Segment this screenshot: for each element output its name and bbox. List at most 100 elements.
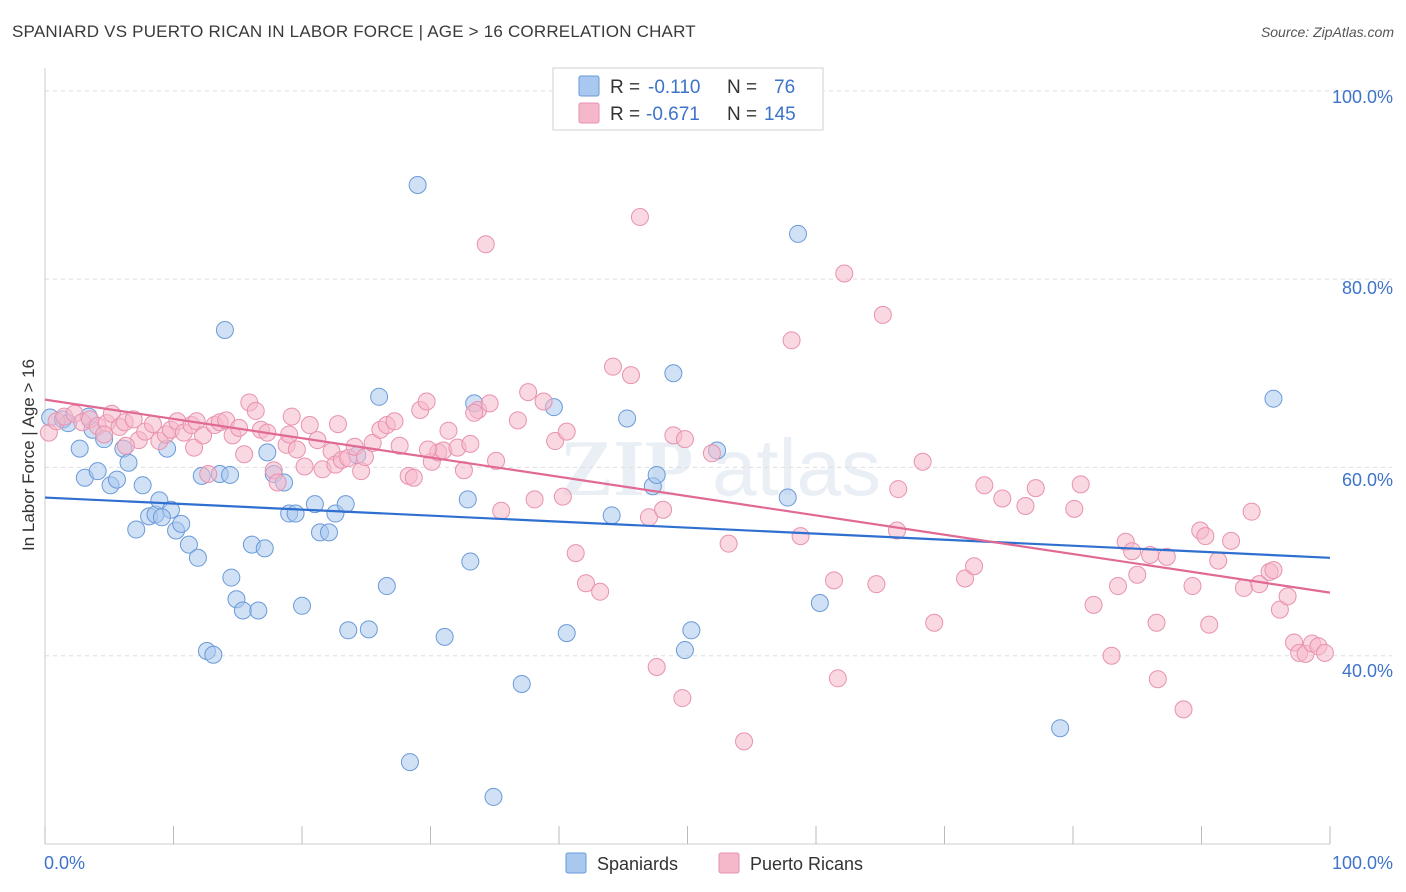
puerto-ricans-trend-line <box>44 398 1331 594</box>
spaniards-point-3 <box>70 439 89 458</box>
y-tick-label-80: 80.0% <box>1342 278 1393 298</box>
puerto-ricans-point-120 <box>1147 613 1166 632</box>
puerto-ricans-point-121 <box>1148 670 1167 689</box>
chart-source: Source: ZipAtlas.com <box>1260 24 1394 40</box>
puerto-ricans-points <box>39 207 1334 751</box>
spaniards-point-37 <box>293 596 311 615</box>
chart-title: SPANIARD VS PUERTO RICAN IN LABOR FORCE … <box>12 22 696 41</box>
spaniards-point-31 <box>249 601 268 620</box>
spaniards-point-63 <box>682 621 701 640</box>
puerto-ricans-point-104 <box>925 613 944 632</box>
puerto-ricans-point-75 <box>534 392 553 411</box>
puerto-ricans-point-142 <box>1315 643 1334 662</box>
puerto-ricans-point-106 <box>965 557 984 576</box>
y-axis-label: In Labor Force | Age > 16 <box>19 359 38 551</box>
puerto-ricans-point-123 <box>1174 700 1193 719</box>
puerto-ricans-point-72 <box>508 411 527 430</box>
spaniards-point-26 <box>215 320 234 339</box>
legend-n-value-spaniards: 76 <box>774 77 795 98</box>
spaniards-point-36 <box>286 504 305 523</box>
puerto-ricans-point-110 <box>1026 479 1045 498</box>
spaniards-point-27 <box>222 568 241 587</box>
puerto-ricans-point-107 <box>975 476 994 495</box>
puerto-ricans-point-89 <box>673 689 692 708</box>
spaniards-point-70 <box>221 465 240 484</box>
spaniards-point-62 <box>675 641 694 660</box>
legend-n-value-puerto-ricans: 145 <box>764 104 796 125</box>
puerto-ricans-point-59 <box>417 392 436 411</box>
puerto-ricans-point-118 <box>1128 565 1147 584</box>
stats-legend: R = -0.110 N = 76 R = -0.671 N = 145 <box>552 67 824 131</box>
legend-r-label-puerto-ricans: R = <box>610 104 640 125</box>
series-legend-swatch-spaniards <box>565 852 587 874</box>
puerto-ricans-point-130 <box>1234 578 1253 597</box>
puerto-ricans-point-90 <box>675 430 694 449</box>
puerto-ricans-point-57 <box>404 468 423 487</box>
puerto-ricans-point-96 <box>824 571 843 590</box>
puerto-ricans-point-105 <box>956 569 975 588</box>
puerto-ricans-point-143 <box>465 403 484 422</box>
puerto-ricans-point-146 <box>116 436 135 455</box>
spaniards-point-21 <box>179 535 198 554</box>
puerto-ricans-point-21 <box>185 438 204 457</box>
puerto-ricans-point-79 <box>566 544 585 563</box>
puerto-ricans-point-36 <box>268 473 287 492</box>
spaniards-point-69 <box>1264 389 1283 408</box>
puerto-ricans-point-39 <box>287 440 306 459</box>
puerto-ricans-point-91 <box>702 444 721 463</box>
spaniards-point-24 <box>204 645 223 664</box>
spaniards-point-68 <box>1051 719 1070 738</box>
puerto-ricans-point-108 <box>993 489 1012 508</box>
puerto-ricans-point-69 <box>480 394 499 413</box>
puerto-ricans-point-129 <box>1222 531 1241 550</box>
spaniards-point-60 <box>647 465 666 484</box>
puerto-ricans-point-24 <box>199 465 218 484</box>
legend-n-label-puerto-ricans: N = <box>727 104 757 125</box>
spaniards-point-48 <box>408 175 427 194</box>
puerto-ricans-point-145 <box>95 425 114 444</box>
puerto-ricans-point-63 <box>439 421 458 440</box>
spaniards-point-13 <box>133 476 152 495</box>
x-tick-label-max: 100.0% <box>1332 853 1393 873</box>
spaniards-point-51 <box>461 552 480 571</box>
puerto-ricans-point-127 <box>1200 615 1219 634</box>
puerto-ricans-point-54 <box>385 412 404 431</box>
spaniards-point-47 <box>400 753 419 772</box>
spaniards-point-49 <box>435 627 454 646</box>
puerto-ricans-point-134 <box>1264 561 1283 580</box>
spaniards-point-71 <box>152 508 171 527</box>
spaniards-point-53 <box>484 787 503 806</box>
puerto-ricans-point-83 <box>621 366 640 385</box>
puerto-ricans-point-82 <box>603 357 622 376</box>
puerto-ricans-point-41 <box>300 416 319 435</box>
puerto-ricans-point-86 <box>647 658 666 677</box>
puerto-ricans-point-103 <box>913 452 932 471</box>
spaniards-point-22 <box>188 548 207 567</box>
puerto-ricans-point-77 <box>553 487 572 506</box>
legend-r-label-spaniards: R = <box>610 77 640 98</box>
puerto-ricans-point-70 <box>487 451 506 470</box>
puerto-ricans-point-111 <box>1065 499 1084 518</box>
puerto-ricans-point-78 <box>557 422 576 441</box>
puerto-ricans-point-124 <box>1183 577 1202 596</box>
spaniards-point-66 <box>789 224 808 243</box>
puerto-ricans-point-80 <box>576 574 595 593</box>
puerto-ricans-point-131 <box>1242 502 1261 521</box>
puerto-ricans-point-74 <box>525 490 544 509</box>
series-legend-label-puerto-ricans: Puerto Ricans <box>750 854 863 874</box>
puerto-ricans-point-38 <box>282 407 301 426</box>
spaniards-point-38 <box>305 495 324 514</box>
puerto-ricans-point-114 <box>1102 646 1121 665</box>
puerto-ricans-point-11 <box>124 410 143 429</box>
puerto-ricans-point-23 <box>194 426 213 445</box>
spaniards-point-32 <box>255 539 274 558</box>
puerto-ricans-point-92 <box>719 534 738 553</box>
puerto-ricans-point-148 <box>328 415 347 434</box>
puerto-ricans-point-128 <box>1209 551 1228 570</box>
y-tick-label-100: 100.0% <box>1332 87 1393 107</box>
puerto-ricans-point-109 <box>1016 497 1035 516</box>
spaniards-point-72 <box>258 443 277 462</box>
legend-swatch-puerto-ricans <box>578 102 600 124</box>
puerto-ricans-point-71 <box>492 501 511 520</box>
puerto-ricans-point-95 <box>791 527 810 546</box>
